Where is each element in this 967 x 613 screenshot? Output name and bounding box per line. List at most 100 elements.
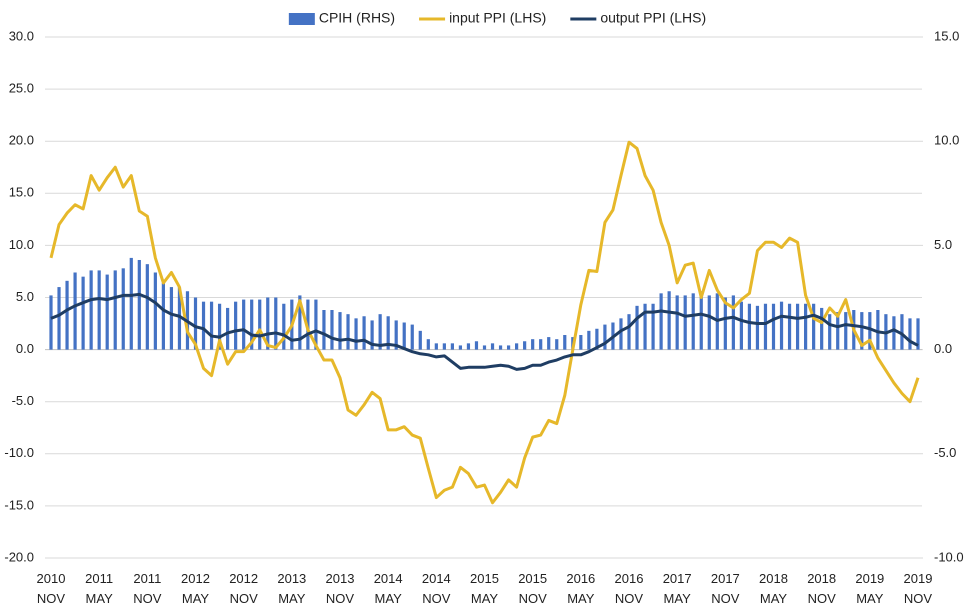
x-tick-label: 2017 NOV bbox=[711, 571, 740, 606]
bar bbox=[844, 312, 848, 350]
bar bbox=[563, 335, 567, 350]
bar bbox=[651, 303, 655, 350]
line bbox=[50, 292, 919, 371]
bar bbox=[266, 297, 270, 350]
bar bbox=[386, 316, 390, 350]
bar bbox=[145, 264, 149, 350]
bar bbox=[812, 303, 816, 350]
bar bbox=[362, 316, 366, 350]
bar bbox=[65, 280, 69, 350]
bar bbox=[547, 337, 551, 350]
bar bbox=[193, 297, 198, 350]
y2-tick-label: 0.0 bbox=[934, 341, 952, 356]
y-tick-label: -10.0 bbox=[4, 445, 34, 460]
bar bbox=[747, 303, 752, 350]
bar bbox=[402, 322, 406, 350]
x-tick-label: 2011 NOV bbox=[133, 571, 162, 606]
bar bbox=[683, 295, 687, 350]
bar bbox=[177, 287, 182, 350]
bar bbox=[458, 345, 463, 350]
bar bbox=[876, 310, 880, 350]
bar bbox=[217, 303, 222, 350]
bar bbox=[691, 293, 695, 350]
bar bbox=[370, 320, 374, 350]
x-tick-label: 2018 NOV bbox=[807, 571, 836, 606]
bar bbox=[226, 307, 230, 350]
bar bbox=[234, 301, 238, 350]
y-tick-label: 5.0 bbox=[16, 289, 34, 304]
bar bbox=[731, 295, 735, 350]
bar bbox=[506, 345, 511, 350]
bar bbox=[820, 307, 824, 350]
bar bbox=[73, 272, 77, 350]
bar bbox=[795, 303, 800, 350]
bar bbox=[595, 328, 599, 350]
y-tick-label: 20.0 bbox=[9, 133, 34, 148]
bar bbox=[153, 272, 157, 350]
y2-tick-label: 5.0 bbox=[934, 237, 952, 252]
bar bbox=[539, 339, 543, 350]
bar bbox=[322, 310, 326, 350]
bar bbox=[338, 312, 342, 350]
y2-tick-label: 15.0 bbox=[934, 28, 959, 43]
bar bbox=[450, 343, 454, 350]
bar bbox=[787, 303, 792, 350]
bar bbox=[282, 303, 286, 350]
x-tick-label: 2019 MAY bbox=[855, 571, 884, 606]
y-tick-label: -5.0 bbox=[12, 393, 34, 408]
bar bbox=[555, 339, 559, 350]
bar bbox=[378, 314, 382, 350]
bar bbox=[739, 301, 743, 350]
bar bbox=[490, 343, 495, 350]
x-tick-label: 2013 MAY bbox=[277, 571, 306, 606]
y-tick-label: 10.0 bbox=[9, 237, 34, 252]
legend-swatch bbox=[288, 13, 315, 25]
bar bbox=[81, 276, 85, 350]
y-tick-label: 30.0 bbox=[9, 28, 34, 43]
bar bbox=[643, 303, 647, 350]
x-tick-label: 2014 NOV bbox=[422, 571, 451, 606]
bar bbox=[515, 343, 519, 350]
bar bbox=[587, 330, 591, 350]
bar bbox=[699, 291, 703, 350]
bar bbox=[201, 301, 206, 350]
x-tick-label: 2011 MAY bbox=[85, 571, 113, 606]
bar bbox=[523, 341, 527, 350]
bar bbox=[330, 310, 334, 350]
bar bbox=[828, 314, 832, 350]
x-tick-label: 2013 NOV bbox=[326, 571, 355, 606]
bar bbox=[129, 257, 133, 350]
y2-tick-label: 10.0 bbox=[934, 133, 959, 148]
bar bbox=[635, 305, 639, 350]
bar bbox=[410, 324, 414, 350]
bar bbox=[707, 295, 711, 350]
bar bbox=[97, 270, 101, 350]
legend-label: CPIH (RHS) bbox=[319, 10, 395, 26]
bar bbox=[868, 312, 872, 350]
bar bbox=[250, 299, 254, 350]
bar bbox=[675, 295, 679, 350]
bar bbox=[723, 297, 727, 350]
bar bbox=[804, 303, 808, 350]
bar bbox=[900, 314, 904, 350]
bar bbox=[105, 274, 109, 350]
bar bbox=[49, 295, 53, 350]
bar bbox=[161, 282, 165, 350]
bar bbox=[434, 343, 438, 350]
x-tick-label: 2015 NOV bbox=[518, 571, 547, 606]
legend: CPIH (RHS) input PPI (LHS) output PPI (LHS… bbox=[288, 10, 706, 26]
bar bbox=[771, 303, 776, 350]
bar bbox=[394, 320, 398, 350]
bar bbox=[579, 335, 583, 350]
bar bbox=[498, 345, 503, 350]
bar bbox=[346, 314, 350, 350]
x-tick-label: 2010 NOV bbox=[37, 571, 66, 606]
y-tick-label: -15.0 bbox=[4, 497, 34, 512]
bar bbox=[531, 339, 535, 350]
bar bbox=[908, 318, 912, 350]
bar bbox=[209, 301, 214, 350]
x-tick-label: 2012 MAY bbox=[181, 571, 210, 606]
bar bbox=[836, 312, 840, 350]
bar bbox=[137, 259, 141, 350]
